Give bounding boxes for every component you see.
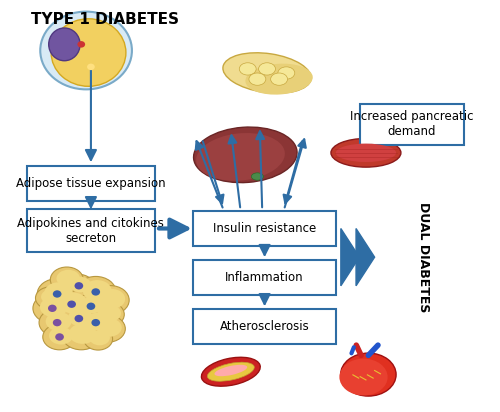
Ellipse shape (270, 73, 287, 85)
Ellipse shape (49, 327, 73, 344)
FancyBboxPatch shape (194, 211, 336, 246)
Circle shape (68, 300, 76, 308)
Ellipse shape (62, 306, 96, 332)
Ellipse shape (98, 289, 125, 309)
FancyBboxPatch shape (194, 309, 336, 344)
Ellipse shape (84, 328, 112, 350)
Ellipse shape (37, 279, 77, 309)
Circle shape (40, 12, 132, 89)
Ellipse shape (246, 63, 313, 95)
Text: DUAL DIABETES: DUAL DIABETES (418, 202, 430, 312)
Text: Insulin resistance: Insulin resistance (213, 222, 316, 235)
Polygon shape (341, 229, 359, 286)
Ellipse shape (249, 73, 266, 85)
Circle shape (87, 63, 95, 70)
Ellipse shape (43, 324, 76, 350)
Ellipse shape (62, 320, 100, 350)
Ellipse shape (340, 358, 388, 396)
Ellipse shape (46, 312, 72, 331)
Ellipse shape (64, 274, 94, 297)
Circle shape (92, 288, 100, 296)
Circle shape (86, 302, 96, 310)
Ellipse shape (90, 330, 110, 345)
Text: Inflammation: Inflammation (226, 271, 304, 284)
Ellipse shape (39, 309, 75, 337)
Circle shape (53, 319, 62, 326)
Ellipse shape (36, 287, 64, 309)
Ellipse shape (223, 53, 311, 93)
FancyBboxPatch shape (360, 104, 464, 145)
Ellipse shape (76, 276, 116, 307)
Ellipse shape (83, 280, 112, 301)
Text: Adipose tissue expansion: Adipose tissue expansion (16, 177, 166, 190)
Ellipse shape (258, 63, 276, 75)
Text: Atherosclerosis: Atherosclerosis (220, 320, 310, 333)
Ellipse shape (86, 313, 109, 330)
Ellipse shape (196, 133, 285, 181)
Ellipse shape (96, 318, 122, 337)
Ellipse shape (79, 310, 112, 335)
Ellipse shape (69, 323, 96, 344)
Ellipse shape (68, 309, 92, 326)
Ellipse shape (208, 362, 254, 381)
Ellipse shape (33, 293, 72, 323)
Ellipse shape (75, 294, 106, 318)
Ellipse shape (90, 315, 126, 342)
Circle shape (78, 41, 85, 48)
Circle shape (48, 304, 56, 312)
Ellipse shape (214, 365, 247, 376)
Circle shape (74, 315, 83, 322)
Circle shape (55, 333, 64, 341)
Ellipse shape (52, 289, 92, 319)
Ellipse shape (240, 63, 256, 75)
Ellipse shape (340, 353, 396, 396)
Circle shape (74, 282, 83, 290)
Ellipse shape (202, 357, 260, 386)
Ellipse shape (278, 67, 295, 79)
Text: Increased pancreatic
demand: Increased pancreatic demand (350, 110, 474, 138)
Ellipse shape (51, 19, 126, 86)
Ellipse shape (252, 173, 264, 180)
FancyBboxPatch shape (194, 260, 336, 295)
Text: TYPE 1 DIABETES: TYPE 1 DIABETES (30, 12, 178, 27)
Ellipse shape (336, 144, 396, 162)
Ellipse shape (331, 138, 401, 167)
Circle shape (92, 319, 100, 326)
Text: Adipokines and citokines
secreton: Adipokines and citokines secreton (18, 217, 165, 245)
Polygon shape (356, 229, 374, 286)
Ellipse shape (92, 302, 124, 327)
Ellipse shape (194, 127, 297, 183)
Circle shape (53, 290, 62, 297)
Ellipse shape (48, 28, 80, 61)
Ellipse shape (92, 286, 129, 315)
FancyBboxPatch shape (27, 209, 155, 252)
Ellipse shape (41, 289, 62, 304)
Ellipse shape (70, 277, 91, 293)
Ellipse shape (40, 297, 68, 317)
Ellipse shape (81, 297, 104, 313)
FancyBboxPatch shape (27, 166, 155, 201)
Ellipse shape (50, 267, 84, 292)
Ellipse shape (59, 293, 88, 314)
Ellipse shape (98, 304, 121, 322)
Ellipse shape (56, 270, 80, 287)
Ellipse shape (44, 282, 73, 303)
